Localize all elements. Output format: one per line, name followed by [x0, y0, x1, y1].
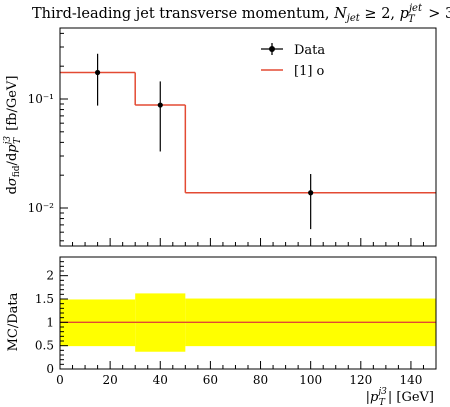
prediction-histogram [60, 71, 436, 194]
data-point-marker-2 [308, 190, 314, 196]
main-y-tick-label-1: 10⁻¹ [28, 92, 54, 106]
ratio-y-tick-label-0: 0 [46, 362, 54, 376]
main-y-axis: 10⁻² 10⁻¹ [28, 32, 68, 242]
legend-label-data: Data [294, 43, 325, 58]
data-point-0 [95, 53, 101, 106]
ratio-y-tick-label-3: 1.5 [35, 292, 54, 306]
ratio-y-axis-label: MC/Data [6, 292, 21, 351]
legend-item-data: Data [261, 43, 325, 58]
data-points [95, 53, 314, 230]
x-axis: 0 20 40 60 80 100 120 140 [56, 361, 437, 387]
x-tick-label-3: 60 [203, 373, 218, 387]
ratio-y-tick-label-2: 1 [46, 315, 54, 329]
data-point-marker-1 [157, 102, 163, 108]
x-tick-label-5: 100 [299, 373, 322, 387]
data-point-2 [308, 174, 314, 230]
main-plot-panel: 10⁻² 10⁻¹ [28, 27, 437, 247]
legend-item-prediction: [1] o [261, 64, 325, 79]
x-tick-label-1: 20 [102, 373, 117, 387]
ratio-y-tick-label-1: 0.5 [35, 339, 54, 353]
main-x-axis-ticks [59, 238, 437, 246]
x-tick-label-6: 120 [349, 373, 372, 387]
ratio-y-tick-label-4: 2 [46, 269, 54, 283]
main-y-axis-label: dσfid/dpj3T [fb/GeV] [3, 76, 23, 195]
x-axis-label: |pj3 T | [GeV] [366, 387, 434, 407]
main-y-tick-label-0: 10⁻² [28, 201, 55, 215]
data-point-marker-0 [95, 69, 101, 76]
x-tick-label-4: 80 [253, 373, 268, 387]
data-point-1 [157, 81, 163, 152]
legend: Data [1] o [261, 43, 325, 79]
x-tick-label-0: 0 [56, 373, 64, 387]
ratio-plot-panel: 0 0.5 1 1.5 2 0 20 40 60 80 100 120 140 [35, 256, 437, 387]
ratio-y-axis: 0 0.5 1 1.5 2 [35, 261, 68, 376]
x-tick-label-2: 40 [153, 373, 168, 387]
legend-label-prediction: [1] o [294, 64, 325, 79]
x-tick-label-7: 140 [399, 373, 422, 387]
main-plot-frame [59, 27, 437, 247]
chart-title: Third-leading jet transverse momentum, N… [32, 3, 450, 25]
